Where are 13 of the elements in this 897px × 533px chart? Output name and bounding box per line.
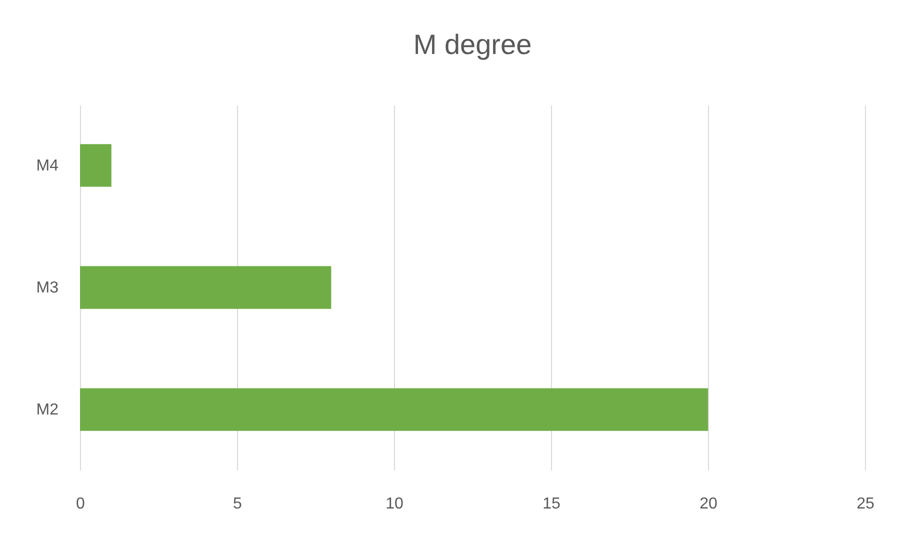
x-tick-label: 20 bbox=[700, 496, 718, 512]
x-tick-label: 15 bbox=[542, 496, 560, 512]
x-tick-label: 5 bbox=[233, 496, 242, 512]
x-tick-label: 0 bbox=[76, 496, 86, 512]
y-tick-label: M4 bbox=[36, 157, 59, 174]
bar bbox=[80, 388, 708, 431]
bar bbox=[80, 144, 112, 187]
y-tick-label: M3 bbox=[36, 280, 59, 296]
y-tick-label: M2 bbox=[36, 402, 59, 419]
x-tick-label: 10 bbox=[386, 496, 404, 512]
bar bbox=[80, 266, 332, 309]
x-tick-label: 25 bbox=[856, 496, 874, 512]
chart-title: M degree bbox=[413, 29, 532, 60]
